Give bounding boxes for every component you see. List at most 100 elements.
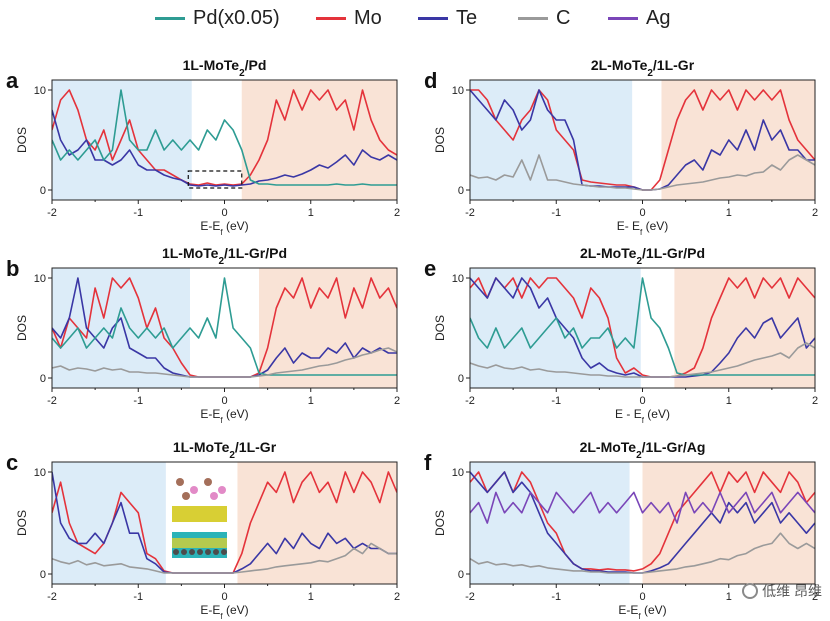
x-tick-label: -2 <box>465 395 475 407</box>
x-tick-label: -1 <box>133 591 143 603</box>
conduction-region-a <box>241 80 397 200</box>
series-line-f-ag <box>470 491 815 524</box>
x-label-main: E-E <box>618 603 638 617</box>
x-label-sub: f <box>640 228 643 237</box>
watermark-text: 低维 昂维 <box>762 583 822 599</box>
panel-title-f: 2L-MoTe2/1L-Gr/Ag <box>580 439 706 461</box>
series-line-b-pdx <box>52 277 397 376</box>
inset-atom <box>210 492 218 500</box>
series-line-a-te <box>52 109 397 187</box>
y-axis-label-e: DOS <box>433 315 447 341</box>
x-tick-label: -1 <box>133 395 143 407</box>
title-sub: 2 <box>636 256 642 267</box>
inset-carbon-atom <box>197 549 203 555</box>
y-tick-label: 10 <box>452 273 464 285</box>
legend-item-te: Te <box>418 4 477 32</box>
series-group-b <box>52 277 397 378</box>
y-tick-label: 0 <box>40 373 46 385</box>
title-main: 1L-MoTe <box>162 245 219 261</box>
y-tick-label: 10 <box>452 85 464 97</box>
legend-swatch-te <box>418 16 448 20</box>
legend-label-pd: Pd(x0.05) <box>193 6 280 29</box>
series-line-f-mo <box>470 471 815 572</box>
legend-swatch-c <box>518 16 548 20</box>
x-label-unit: (eV) <box>223 603 249 617</box>
panel-letter-b: b <box>6 256 19 281</box>
panel-title-d: 2L-MoTe2/1L-Gr <box>591 57 695 79</box>
x-tick-label: 1 <box>726 395 732 407</box>
x-label-sub: f <box>642 416 645 425</box>
structure-inset-c <box>168 466 231 568</box>
x-label-main: E - E <box>615 407 642 421</box>
x-tick-label: 0 <box>639 591 645 603</box>
title-rest: /1L-Gr/Ag <box>642 439 706 455</box>
y-tick-label: 10 <box>452 467 464 479</box>
panel-letter-e: e <box>424 256 436 281</box>
inset-carbon-atom <box>221 549 227 555</box>
inset-carbon-atom <box>173 549 179 555</box>
x-axis-label-a: E-Ef (eV) <box>200 219 248 237</box>
x-tick-label: -2 <box>465 591 475 603</box>
panel-title-a: 1L-MoTe2/Pd <box>183 57 267 79</box>
legend-item-mo: Mo <box>316 4 382 32</box>
panel-title-b: 1L-MoTe2/1L-Gr/Pd <box>162 245 287 267</box>
title-sub: 2 <box>218 256 224 267</box>
title-rest: /Pd <box>245 57 267 73</box>
x-tick-label: -2 <box>47 591 57 603</box>
x-tick-label: 0 <box>639 207 645 219</box>
y-axis-label-c: DOS <box>15 510 29 536</box>
conduction-region-b <box>259 268 397 388</box>
y-axis-label-d: DOS <box>433 127 447 153</box>
title-rest: /1L-Gr/Pd <box>224 245 287 261</box>
x-tick-label: 2 <box>394 395 400 407</box>
x-tick-label: -2 <box>465 207 475 219</box>
inset-atom <box>190 486 198 494</box>
series-line-a-pdx <box>52 89 397 186</box>
y-axis-label-a: DOS <box>15 127 29 153</box>
series-group-d <box>470 89 815 191</box>
legend-label-te: Te <box>456 6 478 29</box>
panel-letter-c: c <box>6 450 18 475</box>
x-label-unit: (eV) <box>223 219 249 233</box>
x-tick-label: 2 <box>812 591 818 603</box>
wechat-icon <box>742 583 759 599</box>
inset-charge-top <box>172 506 227 522</box>
legend-label-mo: Mo <box>354 6 382 29</box>
title-main: 2L-MoTe <box>580 439 637 455</box>
y-tick-label: 10 <box>34 273 46 285</box>
valence-region-e <box>470 268 641 388</box>
x-tick-label: 1 <box>726 591 732 603</box>
x-label-sub: f <box>220 228 223 237</box>
series-line-f-c <box>470 532 815 574</box>
title-sub: 2 <box>647 68 653 79</box>
x-tick-label: 1 <box>308 395 314 407</box>
valence-region-f <box>470 462 630 584</box>
x-tick-label: 1 <box>308 207 314 219</box>
x-tick-label: 2 <box>812 207 818 219</box>
x-axis-label-b: E-Ef (eV) <box>200 407 248 425</box>
inset-atom <box>176 478 184 486</box>
y-axis-label-f: DOS <box>433 510 447 536</box>
y-tick-label: 10 <box>34 467 46 479</box>
x-tick-label: -1 <box>133 207 143 219</box>
conduction-region-d <box>661 80 815 200</box>
series-line-b-c <box>52 347 397 378</box>
x-tick-label: 0 <box>639 395 645 407</box>
y-tick-label: 0 <box>458 373 464 385</box>
inset-atom <box>182 492 190 500</box>
title-sub: 2 <box>239 68 245 79</box>
legend-swatch-ag <box>608 16 638 20</box>
x-tick-label: 2 <box>394 207 400 219</box>
y-axis-label-b: DOS <box>15 315 29 341</box>
x-label-unit: (eV) <box>641 603 667 617</box>
x-label-unit: (eV) <box>644 407 670 421</box>
title-rest: /1L-Gr <box>653 57 695 73</box>
inset-atom <box>204 478 212 486</box>
watermark: 低维 昂维 <box>742 581 822 601</box>
x-label-sub: f <box>220 416 223 425</box>
